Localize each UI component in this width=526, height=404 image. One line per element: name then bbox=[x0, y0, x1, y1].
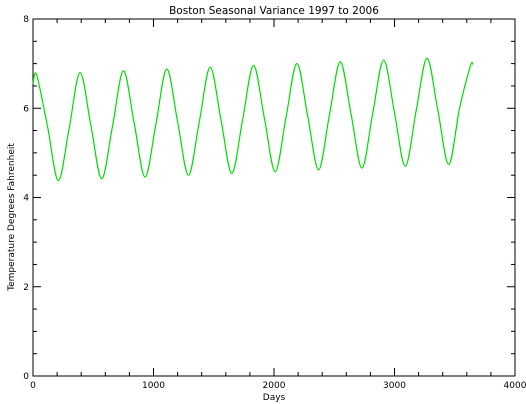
y-tick-label: 4 bbox=[23, 194, 29, 204]
x-tick-label: 4000 bbox=[504, 381, 526, 391]
series-line-0 bbox=[32, 57, 474, 182]
x-tick-label: 1000 bbox=[142, 381, 165, 391]
chart-title: Boston Seasonal Variance 1997 to 2006 bbox=[169, 5, 379, 17]
y-tick-label: 8 bbox=[23, 15, 29, 25]
y-tick-label: 6 bbox=[23, 104, 29, 114]
y-tick-label: 2 bbox=[23, 283, 29, 293]
axes: 0 1000 2000 3000 4000 0 2 4 6 8 bbox=[23, 15, 526, 391]
y-axis-label: Temperature Degrees Fahrenheit bbox=[7, 143, 17, 292]
x-axis-label: Days bbox=[263, 393, 286, 403]
y-tick-label: 0 bbox=[23, 372, 29, 382]
x-tick-label: 3000 bbox=[383, 381, 406, 391]
x-tick-label: 2000 bbox=[263, 381, 286, 391]
series-group bbox=[32, 57, 474, 182]
x-tick-label: 0 bbox=[30, 381, 36, 391]
